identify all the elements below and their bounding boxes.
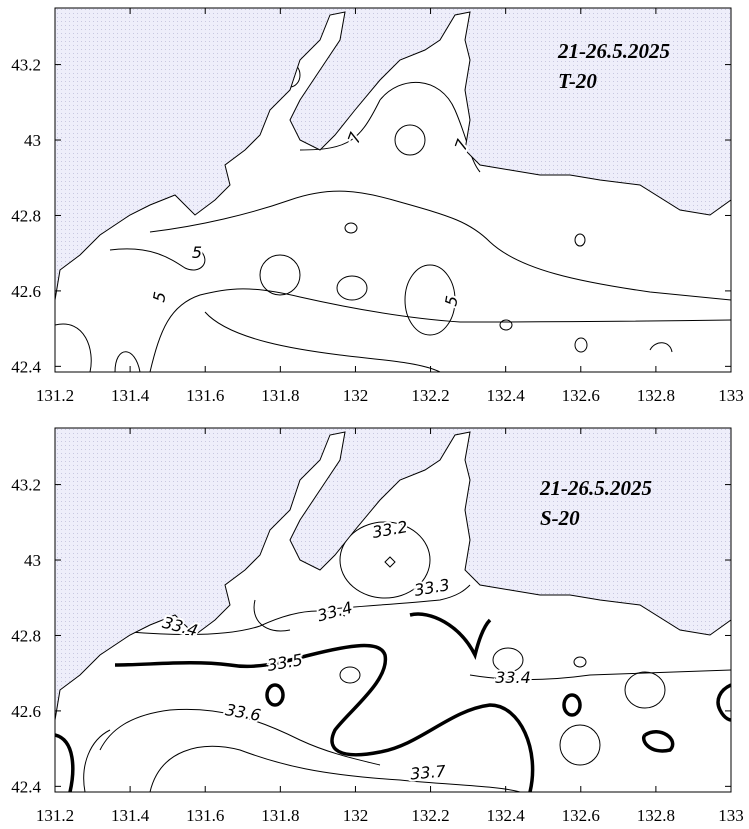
isoline [574,233,586,247]
y-tick-label: 42.6 [11,702,41,721]
isoline-bold [114,643,535,792]
panels: 131.2 131.4 131.6 131.8 132 132.2 132.4 132.6 13… [11,7,744,825]
isoline-bold [409,612,492,661]
isoline-bold [642,729,675,753]
x-tick-label: 131.8 [261,386,299,405]
x-tick-label: 132 [343,386,369,405]
x-tick-label: 132.8 [637,386,675,405]
sea-coastline [54,11,732,373]
isoline [339,666,361,684]
x-tick-label: 132.8 [637,806,675,825]
isoline [253,599,291,632]
isoline [404,264,456,336]
x-tick-label: 131.4 [111,386,150,405]
x-tick-label: 131.6 [186,806,224,825]
isoline [394,124,426,156]
x-tick-label: 133 [718,386,744,405]
isoline [114,351,141,372]
contour-label: 33.4 [495,668,531,687]
x-tick-label: 131.6 [186,386,224,405]
x-tick-label: 132.6 [562,806,600,825]
isoline [492,647,524,673]
isoline-bold [562,693,582,717]
contour-label: 33.7 [409,761,447,783]
isoline [499,319,513,331]
frame [54,427,732,793]
contour-label: 5 [192,243,202,262]
y-tick-label: 43 [24,551,41,570]
x-tick-label: 132.4 [487,806,526,825]
isoline [149,745,521,792]
isoline-bold [716,683,731,722]
x-tick-label: 132 [343,806,369,825]
isoline [344,222,358,234]
x-tick-label: 132.2 [411,806,449,825]
isoline [55,323,92,372]
panel-annotation: T-20 [558,69,597,93]
contours [55,521,731,792]
panel-annotation: 21-26.5.2025 [557,39,670,63]
isoline [99,708,381,766]
frame [54,7,732,373]
y-tick-label: 43 [24,131,41,150]
y-tick-label: 42.8 [11,206,41,225]
panel-annotation: S-20 [540,506,580,530]
isoline [573,656,587,668]
x-tick-label: 133 [718,806,744,825]
y-tick-label: 42.4 [11,357,41,376]
y-tick-label: 42.8 [11,626,41,645]
isoline-bold [265,683,285,707]
isoline [204,311,441,372]
isoline [339,521,431,599]
x-tick-label: 132.4 [487,386,526,405]
y-tick-label: 43.2 [11,56,41,75]
isoline [319,584,471,611]
x-tick-label: 131.2 [36,806,74,825]
x-tick-label: 132.2 [411,386,449,405]
isoline [129,610,346,635]
x-tick-label: 131.4 [111,806,150,825]
sea-coastline [54,431,732,793]
isoline [149,190,731,301]
isoline [624,671,666,709]
isoline-bold [55,733,75,792]
map-panel: 131.2 131.4 131.6 131.8 132 132.2 132.4 132.6 13… [11,7,744,405]
isoline [259,254,301,296]
isoline [649,342,673,353]
isoline [149,288,731,372]
x-tick-label: 131.2 [36,386,74,405]
isoline [336,275,368,301]
panel-annotation: 21-26.5.2025 [539,476,652,500]
isoline [469,669,731,681]
y-tick-label: 43.2 [11,476,41,495]
map-panel: 131.2 131.4 131.6 131.8 132 132.2 132.4 132.6 13… [11,427,744,825]
isoline [574,337,588,353]
contours [55,62,731,372]
isoline [384,556,396,568]
isoline [559,724,601,766]
x-tick-label: 132.6 [562,386,600,405]
x-tick-label: 131.8 [261,806,299,825]
isoline [109,248,206,271]
y-tick-label: 42.4 [11,777,41,796]
isoline [83,729,111,792]
y-tick-label: 42.6 [11,282,41,301]
